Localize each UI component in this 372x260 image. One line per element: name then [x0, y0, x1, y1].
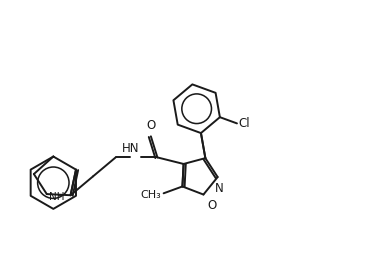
Text: HN: HN — [121, 142, 139, 155]
Text: NH: NH — [49, 192, 65, 202]
Text: CH₃: CH₃ — [140, 190, 161, 200]
Text: N: N — [215, 182, 224, 195]
Text: Cl: Cl — [239, 117, 250, 130]
Text: O: O — [146, 119, 155, 132]
Text: O: O — [207, 199, 217, 212]
